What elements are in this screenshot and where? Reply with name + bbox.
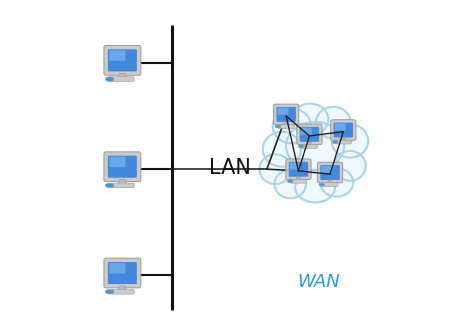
Ellipse shape	[319, 183, 325, 186]
FancyBboxPatch shape	[277, 108, 288, 115]
FancyBboxPatch shape	[108, 262, 137, 284]
Ellipse shape	[334, 151, 366, 181]
Polygon shape	[340, 138, 346, 141]
Polygon shape	[295, 178, 301, 181]
FancyBboxPatch shape	[273, 104, 299, 125]
FancyBboxPatch shape	[110, 77, 134, 81]
Ellipse shape	[275, 125, 281, 128]
FancyBboxPatch shape	[301, 128, 312, 135]
FancyBboxPatch shape	[322, 183, 338, 187]
FancyBboxPatch shape	[335, 140, 351, 144]
FancyBboxPatch shape	[321, 166, 332, 173]
Ellipse shape	[299, 145, 304, 148]
Text: LAN: LAN	[209, 157, 251, 178]
FancyBboxPatch shape	[301, 145, 318, 148]
FancyBboxPatch shape	[110, 183, 134, 188]
Polygon shape	[307, 143, 312, 146]
FancyBboxPatch shape	[109, 157, 126, 167]
Ellipse shape	[105, 289, 114, 294]
FancyBboxPatch shape	[109, 51, 126, 61]
FancyBboxPatch shape	[276, 107, 296, 122]
Polygon shape	[327, 181, 333, 184]
FancyBboxPatch shape	[108, 156, 137, 178]
Ellipse shape	[286, 122, 344, 170]
FancyBboxPatch shape	[104, 258, 141, 288]
FancyBboxPatch shape	[104, 152, 141, 182]
FancyBboxPatch shape	[278, 125, 294, 128]
Ellipse shape	[287, 180, 293, 183]
Ellipse shape	[105, 77, 114, 81]
Ellipse shape	[263, 132, 301, 167]
Polygon shape	[118, 180, 127, 184]
Text: WAN: WAN	[297, 273, 340, 291]
Ellipse shape	[316, 107, 351, 138]
Ellipse shape	[273, 109, 311, 143]
FancyBboxPatch shape	[109, 263, 126, 273]
FancyBboxPatch shape	[289, 162, 308, 177]
Polygon shape	[118, 286, 127, 290]
Ellipse shape	[332, 141, 338, 144]
FancyBboxPatch shape	[300, 127, 319, 142]
Ellipse shape	[105, 183, 114, 188]
Ellipse shape	[320, 168, 353, 197]
Ellipse shape	[332, 124, 368, 157]
FancyBboxPatch shape	[291, 180, 306, 183]
Ellipse shape	[274, 170, 306, 198]
FancyBboxPatch shape	[104, 46, 141, 75]
FancyBboxPatch shape	[108, 49, 137, 71]
FancyBboxPatch shape	[297, 124, 322, 145]
FancyBboxPatch shape	[286, 159, 311, 180]
FancyBboxPatch shape	[334, 123, 353, 137]
FancyBboxPatch shape	[290, 162, 301, 170]
FancyBboxPatch shape	[335, 123, 346, 131]
Ellipse shape	[292, 104, 328, 135]
FancyBboxPatch shape	[320, 165, 340, 180]
Ellipse shape	[295, 173, 335, 202]
Polygon shape	[283, 123, 289, 126]
Polygon shape	[118, 73, 127, 78]
FancyBboxPatch shape	[318, 162, 343, 183]
FancyBboxPatch shape	[110, 289, 134, 294]
Ellipse shape	[259, 154, 291, 184]
FancyBboxPatch shape	[331, 120, 356, 140]
